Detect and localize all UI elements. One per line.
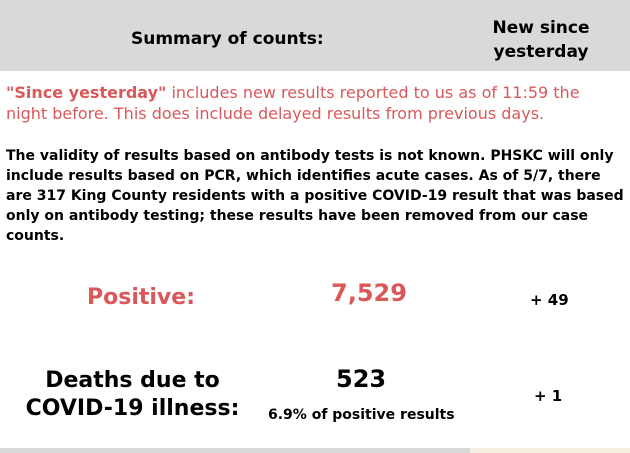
deaths-count: 523 bbox=[336, 365, 387, 393]
positive-label: Positive: bbox=[87, 285, 195, 310]
bottom-divider bbox=[0, 448, 470, 453]
summary-header: Summary of counts: New since yesterday bbox=[0, 0, 630, 71]
positive-count: 7,529 bbox=[331, 279, 407, 307]
antibody-test-note: The validity of results based on antibod… bbox=[6, 148, 624, 244]
since-yesterday-text: includes new results reported to us as o… bbox=[6, 83, 580, 123]
since-yesterday-note: "Since yesterday" includes new results r… bbox=[6, 82, 624, 124]
new-since-yesterday-header: New since yesterday bbox=[492, 18, 590, 62]
positive-new-since-yesterday: + 49 bbox=[530, 291, 569, 309]
deaths-new-since-yesterday: + 1 bbox=[534, 387, 563, 405]
deaths-label: Deaths due to COVID-19 illness: bbox=[25, 368, 240, 421]
summary-title: Summary of counts: bbox=[131, 29, 324, 49]
deaths-percent-of-positive: 6.9% of positive results bbox=[268, 407, 455, 423]
since-yesterday-emphasis: "Since yesterday" bbox=[6, 83, 167, 102]
bottom-divider-highlight bbox=[470, 448, 630, 453]
